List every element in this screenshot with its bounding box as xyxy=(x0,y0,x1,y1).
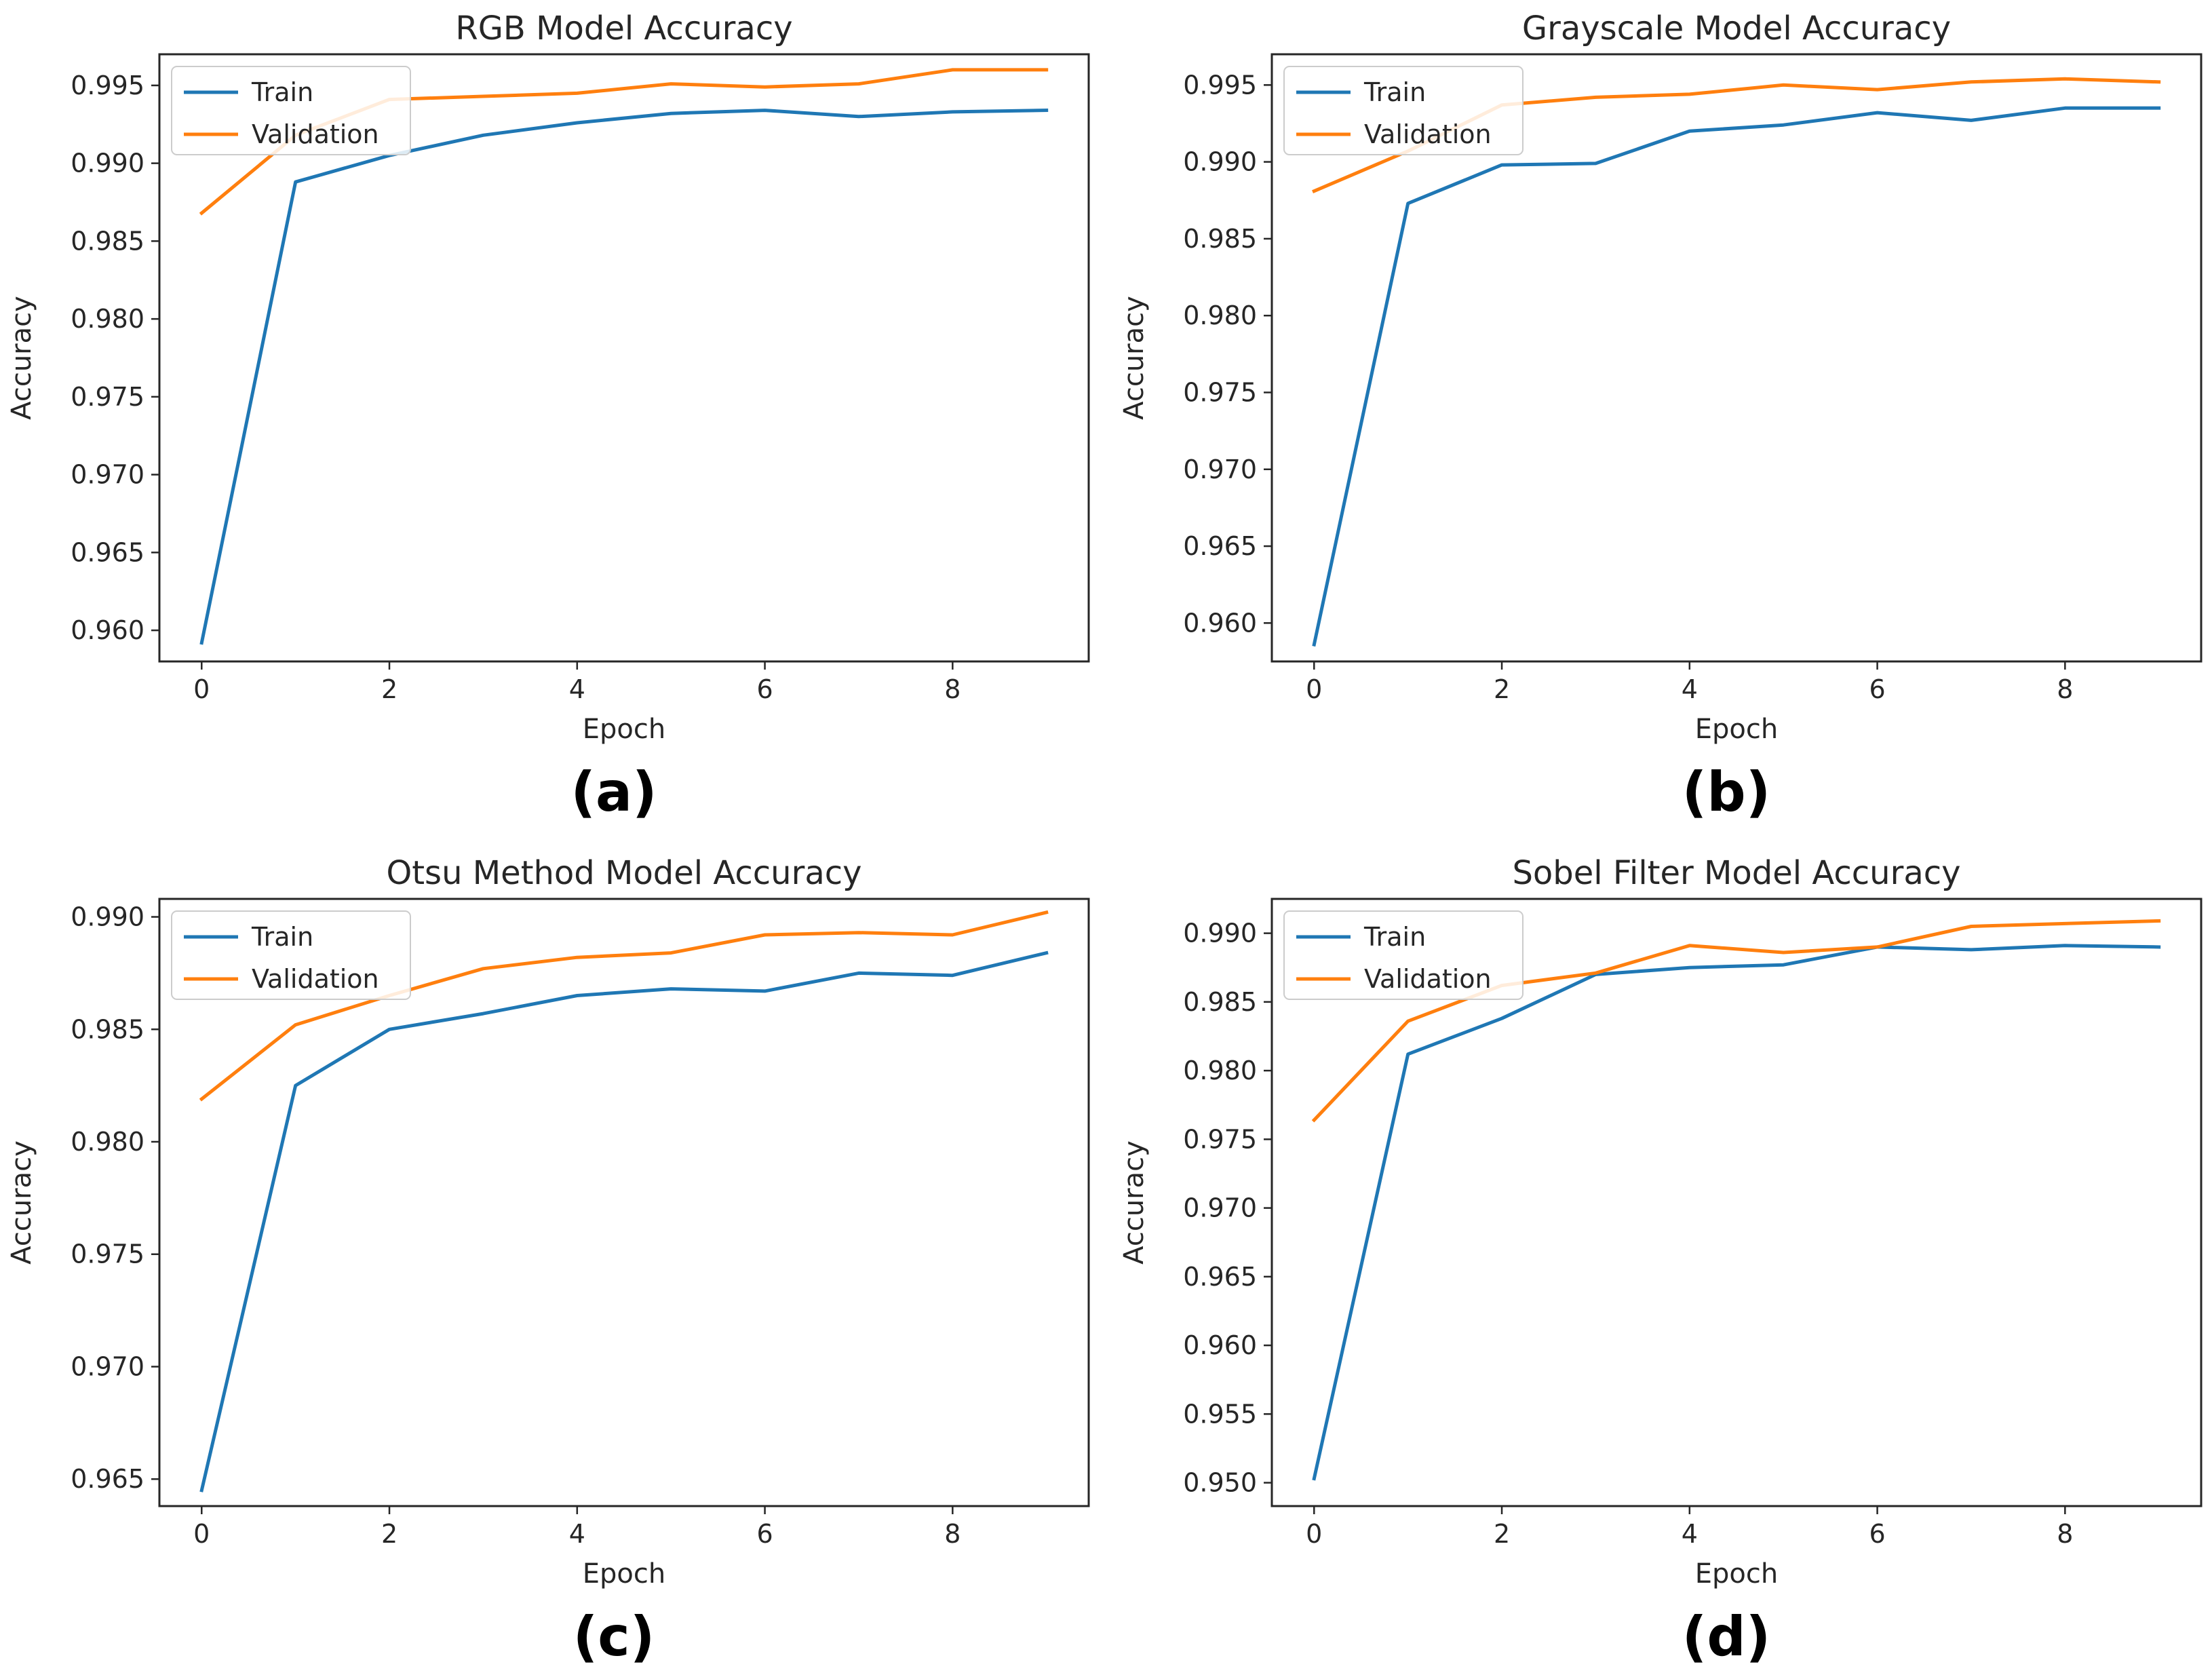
chart-panel-2: Otsu Method Model Accuracy 0.965 0.970 0.97… xyxy=(6,854,1090,1668)
chart-title: RGB Model Accuracy xyxy=(455,9,792,47)
chart-title: Grayscale Model Accuracy xyxy=(1522,9,1951,47)
x-tick-label: 6 xyxy=(756,1519,773,1549)
y-tick-label: 0.965 xyxy=(71,1464,144,1494)
y-tick-label: 0.985 xyxy=(71,226,144,256)
x-tick-label: 2 xyxy=(381,1519,397,1549)
plot-frame xyxy=(158,53,1090,663)
series-line-train xyxy=(1312,944,2161,1481)
x-tick-label: 8 xyxy=(2057,674,2073,704)
y-tick-label: 0.990 xyxy=(1183,147,1257,177)
y-tick-label: 0.970 xyxy=(71,1351,144,1381)
y-tick-label: 0.980 xyxy=(71,304,144,334)
chart-panel-0: RGB Model Accuracy 0.960 0.965 0.970 0.975 0.… xyxy=(6,9,1090,824)
x-axis-label: Epoch xyxy=(583,714,665,745)
y-tick-label: 0.995 xyxy=(1183,70,1257,100)
panel-caption: (c) xyxy=(573,1605,655,1668)
y-tick-label: 0.980 xyxy=(1183,1056,1257,1085)
x-tick-label: 4 xyxy=(1682,1519,1698,1549)
y-tick-label: 0.985 xyxy=(71,1014,144,1044)
y-tick-label: 0.980 xyxy=(71,1127,144,1157)
chart-title: Sobel Filter Model Accuracy xyxy=(1512,854,1960,892)
y-tick-label: 0.990 xyxy=(71,902,144,932)
x-axis-label: Epoch xyxy=(1695,714,1778,745)
panel-caption: (a) xyxy=(570,761,657,824)
y-tick-label: 0.990 xyxy=(1183,919,1257,948)
x-axis-label: Epoch xyxy=(1695,1558,1778,1590)
legend-label-validation: Validation xyxy=(252,964,379,994)
y-axis-label: Accuracy xyxy=(6,1140,37,1265)
y-tick-label: 0.960 xyxy=(1183,1330,1257,1360)
legend-label-validation: Validation xyxy=(252,119,379,149)
panel-caption: (b) xyxy=(1682,761,1770,824)
x-tick-label: 8 xyxy=(944,1519,961,1549)
x-tick-label: 2 xyxy=(1494,1519,1510,1549)
x-tick-label: 4 xyxy=(569,674,585,704)
x-tick-label: 2 xyxy=(381,674,397,704)
y-tick-label: 0.985 xyxy=(1183,987,1257,1017)
y-tick-label: 0.995 xyxy=(71,71,144,100)
x-tick-label: 4 xyxy=(569,1519,585,1549)
plot-frame xyxy=(1270,53,2203,663)
y-axis-label: Accuracy xyxy=(1119,1140,1150,1265)
chart-title: Otsu Method Model Accuracy xyxy=(386,854,861,892)
y-tick-label: 0.965 xyxy=(1183,531,1257,561)
plot-frame xyxy=(158,898,1090,1507)
x-tick-label: 0 xyxy=(1306,674,1322,704)
plot-frame xyxy=(1270,898,2203,1507)
x-tick-label: 8 xyxy=(2057,1519,2073,1549)
y-tick-label: 0.960 xyxy=(1183,608,1257,638)
series-line-validation xyxy=(1311,919,2161,1123)
x-tick-label: 2 xyxy=(1494,674,1510,704)
y-tick-label: 0.990 xyxy=(71,149,144,178)
legend-label-train: Train xyxy=(1363,77,1426,107)
y-tick-label: 0.955 xyxy=(1183,1399,1257,1429)
x-tick-label: 0 xyxy=(1306,1519,1322,1549)
x-tick-label: 6 xyxy=(1869,1519,1885,1549)
legend-label-train: Train xyxy=(251,77,313,107)
y-tick-label: 0.965 xyxy=(71,537,144,567)
legend-label-train: Train xyxy=(251,922,313,952)
x-tick-label: 6 xyxy=(1869,674,1885,704)
y-tick-label: 0.970 xyxy=(1183,1193,1257,1223)
panel-caption: (d) xyxy=(1682,1605,1770,1668)
chart-panel-3: Sobel Filter Model Accuracy 0.950 0.955 0.9… xyxy=(1119,854,2203,1668)
y-tick-label: 0.950 xyxy=(1183,1468,1257,1498)
x-axis-label: Epoch xyxy=(583,1558,665,1590)
x-tick-label: 0 xyxy=(193,1519,210,1549)
chart-panel-1: Grayscale Model Accuracy 0.960 0.965 0.970 0… xyxy=(1119,9,2203,824)
y-tick-label: 0.970 xyxy=(1183,455,1257,484)
y-tick-label: 0.960 xyxy=(71,615,144,645)
series-line-train xyxy=(199,950,1049,1493)
series-line-train xyxy=(1312,106,2161,647)
y-tick-label: 0.975 xyxy=(1183,377,1257,407)
y-axis-label: Accuracy xyxy=(1119,296,1150,420)
series-line-validation xyxy=(199,910,1049,1102)
x-tick-label: 0 xyxy=(193,674,210,704)
y-axis-label: Accuracy xyxy=(6,296,37,420)
x-tick-label: 8 xyxy=(944,674,961,704)
y-tick-label: 0.975 xyxy=(1183,1124,1257,1154)
legend-label-validation: Validation xyxy=(1364,964,1492,994)
y-tick-label: 0.975 xyxy=(71,382,144,412)
legend-label-validation: Validation xyxy=(1364,119,1492,149)
x-tick-label: 4 xyxy=(1682,674,1698,704)
x-tick-label: 6 xyxy=(756,674,773,704)
series-line-train xyxy=(199,109,1049,645)
y-tick-label: 0.975 xyxy=(71,1239,144,1269)
y-tick-label: 0.980 xyxy=(1183,301,1257,330)
y-tick-label: 0.965 xyxy=(1183,1262,1257,1292)
y-tick-label: 0.970 xyxy=(71,460,144,490)
y-tick-label: 0.985 xyxy=(1183,224,1257,254)
legend-label-train: Train xyxy=(1363,922,1426,952)
